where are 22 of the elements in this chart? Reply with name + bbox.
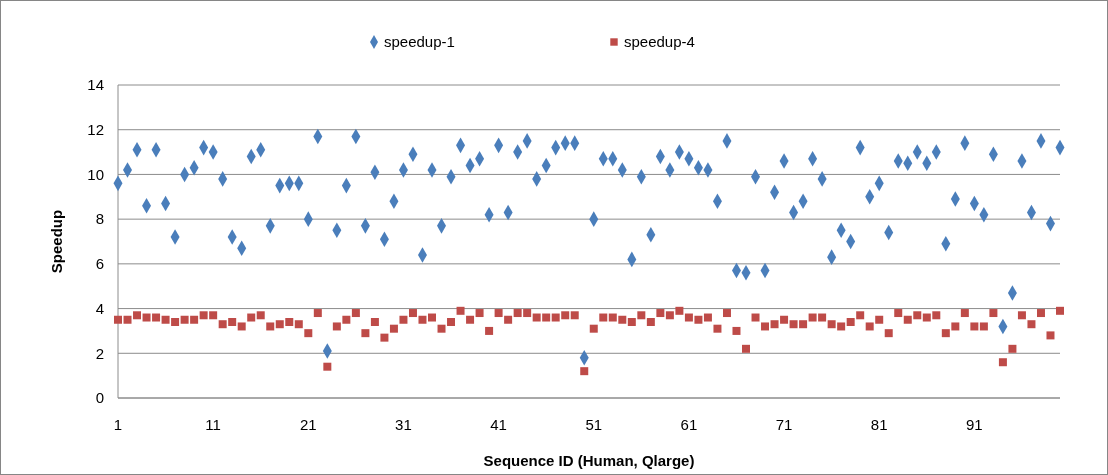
y-axis-title: Speedup [48,209,65,274]
x-tick-label: 11 [205,416,221,433]
legend-label: speedup-4 [624,33,695,50]
y-tick-label: 6 [95,255,104,273]
y-tick-label: 8 [95,210,104,228]
x-tick-label: 61 [680,416,698,433]
y-tick-label: 10 [87,165,104,183]
x-tick-label: 81 [870,416,888,433]
x-tick-label: 91 [966,416,983,433]
x-tick-label: 31 [395,416,412,433]
x-tick-label: 21 [299,416,317,433]
y-tick-label: 2 [95,344,104,362]
y-tick-label: 12 [87,120,104,138]
y-tick-label: 0 [95,389,104,407]
x-tick-label: 41 [490,416,507,433]
x-tick-label: 1 [113,416,123,433]
y-tick-label: 14 [87,76,104,94]
x-axis-title: Sequence ID (Human, Qlarge) [483,452,695,469]
x-tick-label: 51 [585,416,603,433]
y-tick-label: 4 [95,299,104,317]
x-tick-label: 71 [775,416,793,433]
legend-label: speedup-1 [384,33,455,50]
